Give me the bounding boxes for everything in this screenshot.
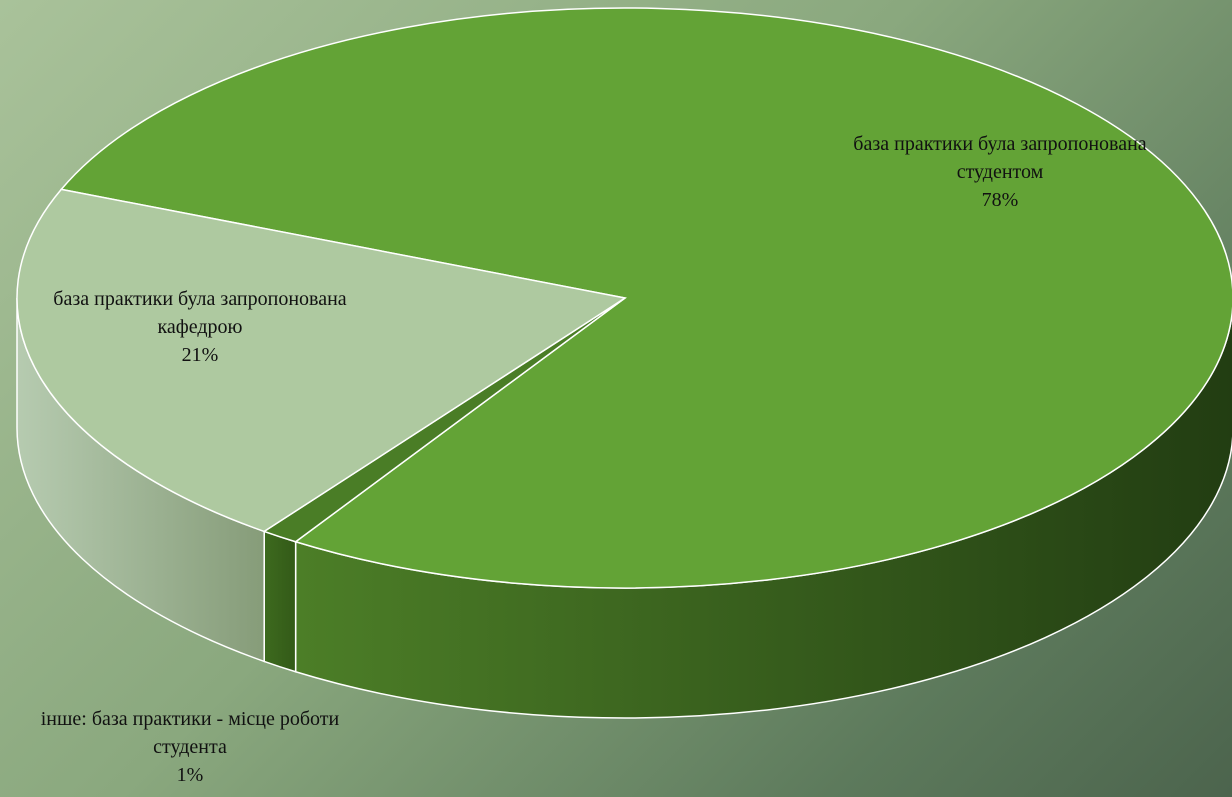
slice-wall: [263, 530, 297, 673]
slice-value: 1%: [176, 764, 204, 786]
slice-name: база практики була запропонована студент…: [853, 133, 1147, 183]
slice: [16, 188, 627, 533]
slice-value: 21%: [181, 344, 219, 366]
data-label: база практики була запропонована студент…: [840, 130, 1160, 214]
slice-name: інше: база практики - місце роботи студе…: [40, 708, 340, 758]
slice: [59, 7, 1232, 589]
data-label: база практики була запропонована кафедро…: [30, 285, 370, 369]
slice-name: база практики була запропонована кафедро…: [53, 288, 347, 338]
slice-value: 78%: [981, 189, 1019, 211]
data-label: інше: база практики - місце роботи студе…: [10, 705, 370, 789]
